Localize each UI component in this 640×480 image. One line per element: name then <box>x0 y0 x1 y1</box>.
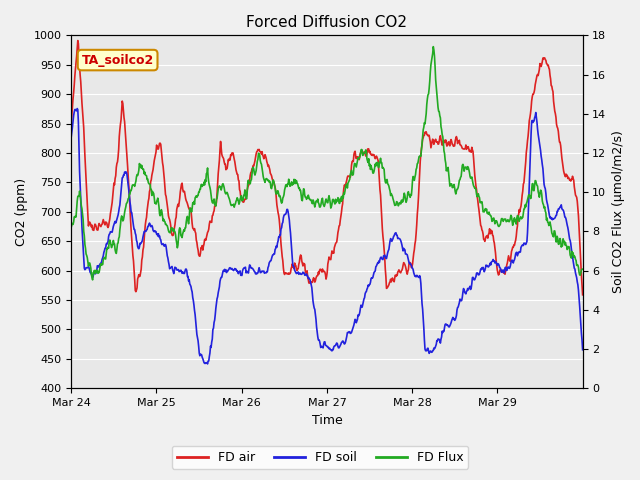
FD air <box>254 147 262 153</box>
FD Flux <box>188 205 196 211</box>
FD Flux <box>481 206 489 212</box>
FD soil <box>67 133 75 139</box>
FD air <box>67 120 75 126</box>
FD soil <box>358 304 366 310</box>
Y-axis label: CO2 (ppm): CO2 (ppm) <box>15 178 28 246</box>
FD Flux <box>254 156 262 162</box>
FD soil <box>74 106 81 111</box>
FD soil <box>86 270 94 276</box>
FD air <box>74 37 82 43</box>
FD air <box>358 149 365 155</box>
FD Flux <box>358 146 365 152</box>
FD soil <box>204 361 211 367</box>
FD air <box>86 220 94 226</box>
FD air <box>579 292 586 298</box>
Legend: FD air, FD soil, FD Flux: FD air, FD soil, FD Flux <box>172 446 468 469</box>
FD Flux <box>86 260 93 266</box>
Line: FD air: FD air <box>71 40 582 295</box>
FD soil <box>255 267 262 273</box>
X-axis label: Time: Time <box>312 414 342 427</box>
FD soil <box>481 265 489 271</box>
FD air <box>481 239 489 244</box>
FD Flux <box>89 277 97 283</box>
FD Flux <box>429 44 437 49</box>
FD air <box>188 221 196 227</box>
Title: Forced Diffusion CO2: Forced Diffusion CO2 <box>246 15 408 30</box>
FD soil <box>188 289 196 295</box>
FD Flux <box>67 224 75 230</box>
Text: TA_soilco2: TA_soilco2 <box>81 54 154 67</box>
Line: FD Flux: FD Flux <box>71 47 582 280</box>
Line: FD soil: FD soil <box>71 108 582 364</box>
FD air <box>282 270 289 276</box>
FD Flux <box>579 266 586 272</box>
Y-axis label: Soil CO2 Flux (μmol/m2/s): Soil CO2 Flux (μmol/m2/s) <box>612 131 625 293</box>
FD Flux <box>282 185 289 191</box>
FD soil <box>579 347 586 353</box>
FD soil <box>282 211 289 217</box>
